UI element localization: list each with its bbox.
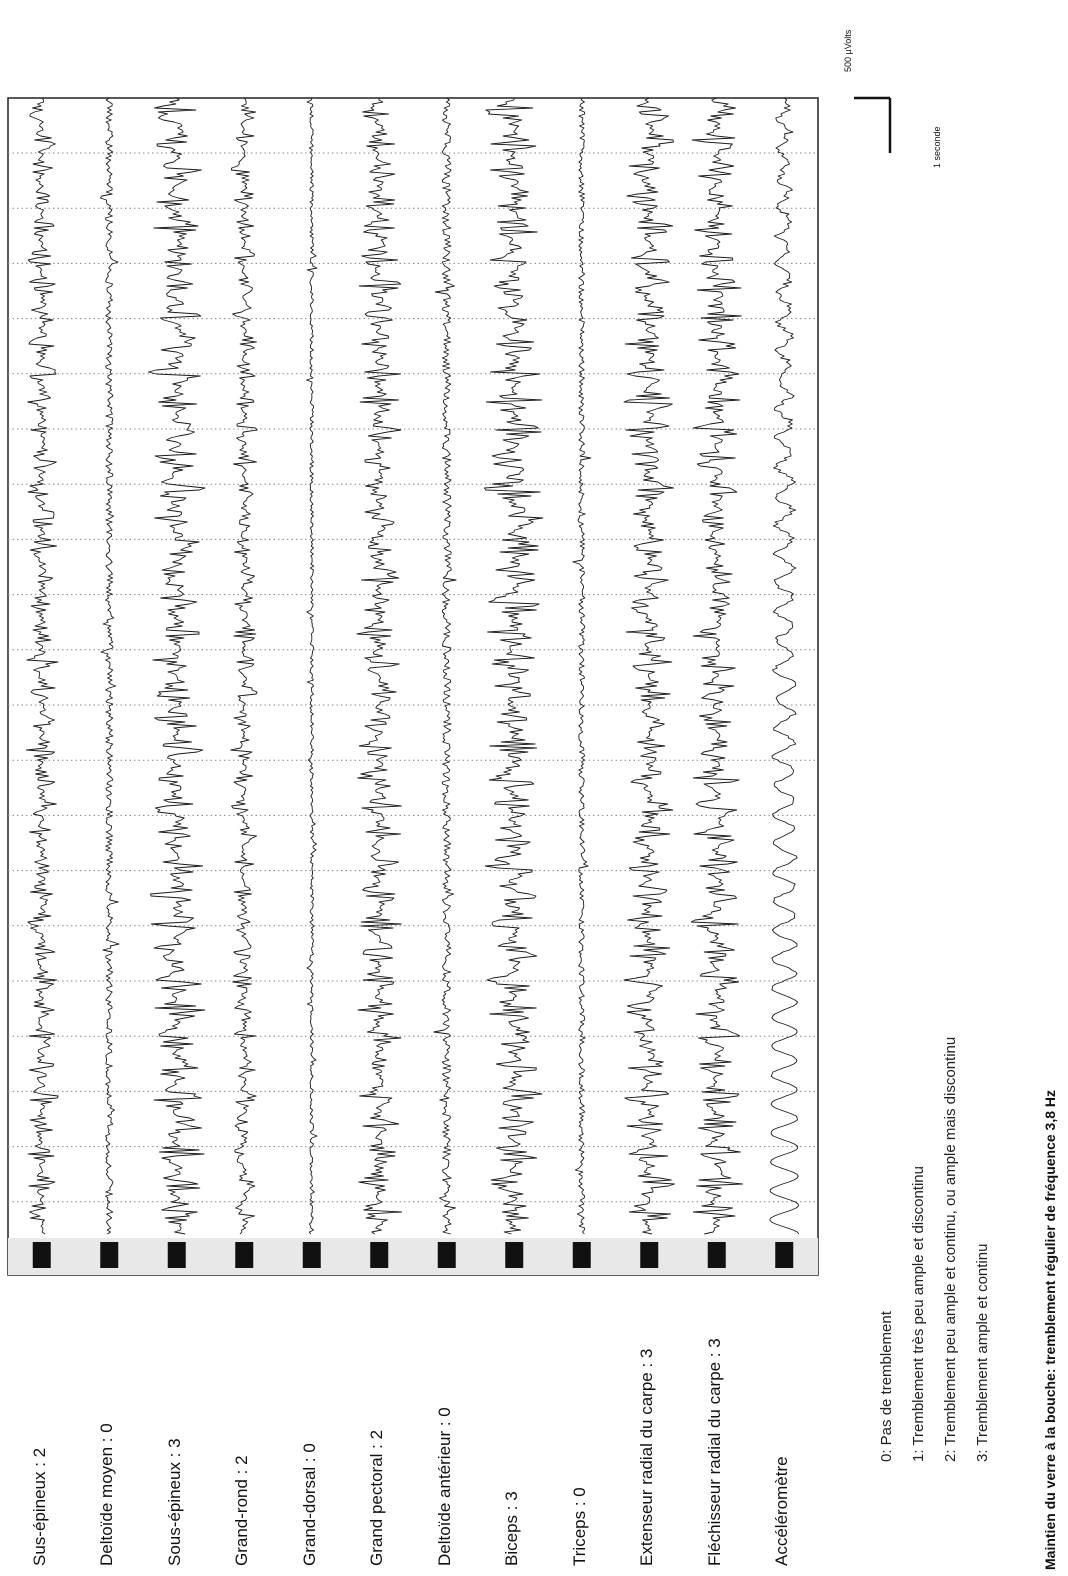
channel-marker	[235, 1242, 254, 1268]
channel-label: Deltoïde moyen : 0	[97, 1423, 117, 1566]
trace-8	[572, 97, 592, 1235]
legend-line-2: 2: Tremblement peu ample et continu, ou …	[942, 1036, 959, 1462]
channel-marker	[370, 1242, 389, 1268]
channel-label: Sus-épineux : 2	[29, 1447, 49, 1566]
channel-marker	[505, 1242, 524, 1268]
trace-9	[623, 97, 675, 1235]
channel-marker	[437, 1242, 456, 1268]
legend-line-1: 1: Tremblement très peu ample et discont…	[910, 1166, 927, 1462]
channel-marker	[640, 1242, 659, 1268]
trace-1	[99, 97, 120, 1235]
channel-marker	[100, 1242, 119, 1268]
trace-7	[483, 97, 544, 1235]
figure-caption: Maintien du verre à la bouche: trembleme…	[1042, 1089, 1058, 1570]
trace-3	[230, 97, 258, 1235]
channel-marker	[572, 1242, 591, 1268]
legend-line-0: 0: Pas de tremblement	[878, 1311, 895, 1462]
scale-amplitude-label: 500 µVolts	[843, 29, 853, 72]
channel-label: Deltoïde antérieur : 0	[434, 1407, 454, 1566]
trace-11	[769, 97, 800, 1235]
channel-marker	[775, 1242, 794, 1268]
channel-label: Sous-épineux : 3	[164, 1438, 184, 1566]
channel-label: Grand-dorsal : 0	[299, 1443, 319, 1566]
trace-0	[25, 97, 59, 1235]
channel-marker	[32, 1242, 51, 1268]
channel-marker	[707, 1242, 726, 1268]
channel-label: Grand-rond : 2	[232, 1455, 252, 1566]
trace-2	[148, 97, 206, 1235]
channel-strip	[8, 1238, 818, 1275]
channel-label: Grand pectoral : 2	[367, 1429, 387, 1566]
scale-time-label: 1 seconde	[932, 126, 942, 168]
trace-10	[690, 97, 743, 1235]
channel-label: Fléchisseur radial du carpe : 3	[704, 1338, 724, 1566]
channel-label: Extenseur radial du carpe : 3	[637, 1348, 657, 1566]
legend-line-3: 3: Tremblement ample et continu	[974, 1243, 991, 1462]
trace-6	[433, 97, 457, 1235]
plot-frame	[7, 97, 819, 1276]
trace-4	[306, 97, 318, 1235]
channel-marker	[302, 1242, 321, 1268]
channel-marker	[167, 1242, 186, 1268]
channel-label: Triceps : 0	[569, 1487, 589, 1566]
channel-label: Biceps : 3	[502, 1491, 522, 1566]
channel-label: Accéléromètre	[772, 1456, 792, 1566]
trace-5	[356, 97, 403, 1235]
